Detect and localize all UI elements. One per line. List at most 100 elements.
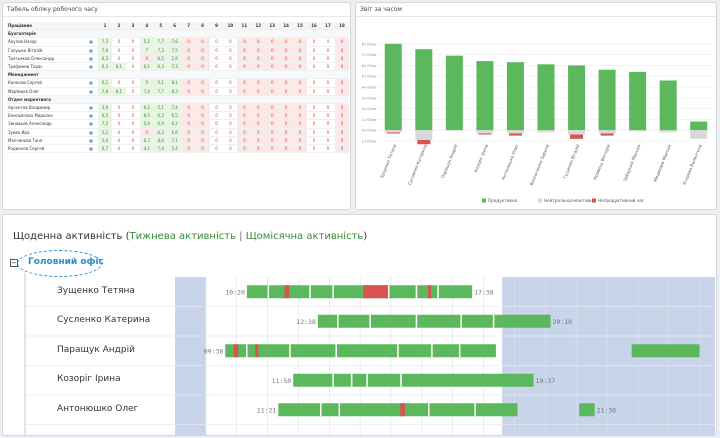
employee-name[interactable]: Антонюшко Олег <box>57 403 139 414</box>
employee-row[interactable]: Зиновьев Александр ▦ 7,2 0 0 5,6 6,9 6,2 0 0 0 0 0 0 0… <box>6 119 349 129</box>
unproductive-bar[interactable] <box>570 134 584 139</box>
neutral-bar[interactable] <box>568 130 586 135</box>
unproductive-bar[interactable] <box>600 133 614 136</box>
productive-bar[interactable] <box>506 62 524 131</box>
unproductive-bar[interactable] <box>386 132 400 134</box>
productive-bar[interactable] <box>629 71 647 131</box>
unproductive-bar[interactable] <box>417 139 431 145</box>
hours-cell: 0 <box>265 46 280 55</box>
day-column-header: 17 <box>321 22 335 31</box>
calendar-icon[interactable]: ▦ <box>84 103 98 113</box>
neutral-bar[interactable] <box>690 130 708 139</box>
employee-row[interactable]: Кононов Сергей ▦ 6,1 0 0 5 5,1 8,1 0 0 0 0 0 0 0 0 0 0 0 0 <box>6 78 349 88</box>
hours-cell: 0 <box>321 46 335 55</box>
productive-bar[interactable] <box>659 80 677 131</box>
employee-row[interactable]: Трофимов Тарас ▦ 6,3 8,1 0 6,1 6,3 7,3 0 0 0 0 0 0 0 0 0… <box>6 62 349 72</box>
productive-bar[interactable] <box>476 61 494 131</box>
neutral-bar[interactable] <box>476 130 494 134</box>
hours-cell: 7,3 <box>98 37 112 47</box>
hours-cell: 0 <box>237 87 252 96</box>
employee-row[interactable]: Акулов Назар ▦ 7,3 0 0 5,1 7,7 7,6 0 0 0 0 0 0 0 0 0 0 0 0 <box>6 37 349 47</box>
hours-cell: 0 <box>251 128 266 137</box>
activity-bar[interactable] <box>631 344 700 358</box>
unproductive-segment[interactable] <box>428 285 432 299</box>
hours-cell: 0 <box>293 62 308 72</box>
legend-label: Продуктивна <box>488 198 518 203</box>
unproductive-segment[interactable] <box>255 344 259 358</box>
time-report-chart: 8ч 00хв 7ч 00хв 6ч 00хв 5ч 00хв 4ч 00хв 3ч 00… <box>362 42 714 203</box>
activity-gap <box>474 403 476 417</box>
employee-row[interactable]: Третьяков Олександр ▦ 6,3 0 0 0 6,5 2,9 0 0 0 0 0 0 0 0… <box>6 54 349 64</box>
employee-name: Зиновьев Александр <box>6 119 84 129</box>
hours-cell: 0 <box>237 103 252 113</box>
activity-bar[interactable] <box>579 403 595 417</box>
employee-name[interactable]: Козоріг Ірина <box>57 374 121 385</box>
unproductive-segment[interactable] <box>400 403 405 417</box>
calendar-icon[interactable]: ▦ <box>84 119 98 129</box>
unproductive-bar[interactable] <box>508 133 522 136</box>
productive-bar[interactable] <box>415 49 433 131</box>
employee-row[interactable]: Зуева Ира ▦ 5,1 0 0 0 6,3 6,6 0 0 0 0 0 0 0 0 0 0 0 0 <box>6 128 349 137</box>
employee-name[interactable]: Сусленко Катерина <box>57 315 151 326</box>
employee-name[interactable]: Паращук Андрій <box>57 344 135 355</box>
calendar-icon[interactable]: ▦ <box>84 128 98 137</box>
hours-cell: 0 <box>279 78 294 88</box>
unproductive-segment[interactable] <box>284 285 290 299</box>
calendar-icon[interactable]: ▦ <box>84 136 98 146</box>
employee-row[interactable]: Галушко Віталій ▦ 7,6 0 0 7 7,3 7,5 0 0 0 0 0 0 0 0 0 0 0 0 <box>6 46 349 55</box>
neutral-bar[interactable] <box>598 130 616 134</box>
productive-bar[interactable] <box>537 64 555 131</box>
activity-bar[interactable] <box>225 344 496 358</box>
unproductive-segment[interactable] <box>233 344 239 358</box>
employee-row[interactable]: Родионов Сергей ▦ 6,7 0 0 4,1 7,4 5,4 0 0 0 0 0 0 0 0 0 0… <box>6 144 349 154</box>
neutral-bar[interactable] <box>659 130 677 133</box>
department-name: Менеджмент <box>6 70 349 80</box>
activity-bar[interactable] <box>293 373 534 387</box>
productive-bar[interactable] <box>445 55 463 131</box>
calendar-icon[interactable]: ▦ <box>84 37 98 47</box>
hours-cell: 0 <box>293 144 308 154</box>
x-tick-label: Сусленко Катерина <box>407 143 428 185</box>
employee-row[interactable]: Арсентов Владимир ▦ 3,9 0 0 6,2 5,1 7,4 0 0 0 0 0 0 0 0… <box>6 103 349 113</box>
activity-gap <box>245 344 248 358</box>
employee-row[interactable]: Емельянова Марьяна ▦ 6,5 0 0 8,5 6,3 6,5 0 0 0 0 0 0 0… <box>6 111 349 121</box>
hours-cell: 0 <box>334 119 349 129</box>
calendar-icon[interactable]: ▦ <box>84 87 98 96</box>
hours-cell: 0 <box>237 111 252 121</box>
hours-cell: 0 <box>293 136 308 146</box>
neutral-bar[interactable] <box>506 130 524 134</box>
employee-row[interactable]: Молчанова Таня ▦ 5,4 0 0 6,7 8,6 7,1 0 0 0 0 0 0 0 0 0 0 0… <box>6 136 349 146</box>
productive-bar[interactable] <box>568 65 586 131</box>
hours-cell: 0 <box>307 111 321 121</box>
monthly-activity-link[interactable]: Щомісячна активність <box>245 231 364 242</box>
productive-bar[interactable] <box>690 121 708 131</box>
weekly-activity-link[interactable]: Тижнева активність <box>129 231 236 242</box>
employee-name[interactable]: Зущенко Тетяна <box>57 285 135 296</box>
neutral-bar[interactable] <box>415 130 433 140</box>
neutral-bar[interactable] <box>629 130 647 132</box>
activity-bar[interactable] <box>317 314 551 328</box>
neutral-bar[interactable] <box>384 130 402 133</box>
unproductive-segment[interactable] <box>363 285 388 299</box>
start-time-label: 09:38 <box>204 347 224 355</box>
hours-cell: 0 <box>111 119 126 129</box>
calendar-icon[interactable]: ▦ <box>84 46 98 55</box>
day-column-header: 13 <box>265 22 280 31</box>
calendar-icon[interactable]: ▦ <box>84 54 98 64</box>
calendar-icon[interactable]: ▦ <box>84 62 98 72</box>
activity-bar[interactable] <box>278 403 518 417</box>
employee-name: Третьяков Олександр <box>6 54 84 64</box>
hours-cell: 0 <box>181 78 196 88</box>
productive-bar[interactable] <box>598 69 616 131</box>
calendar-icon[interactable]: ▦ <box>84 111 98 121</box>
hours-cell: 0 <box>195 46 210 55</box>
productive-bar[interactable] <box>384 43 402 131</box>
office-group-label[interactable]: Головний офіс <box>28 257 104 267</box>
unproductive-bar[interactable] <box>478 133 492 135</box>
calendar-icon[interactable]: ▦ <box>84 78 98 88</box>
calendar-icon[interactable]: ▦ <box>84 144 98 154</box>
hours-cell: 5,6 <box>139 119 154 129</box>
hours-cell: 6,5 <box>98 111 112 121</box>
neutral-bar[interactable] <box>537 130 555 133</box>
employee-row[interactable]: Марtиков Олег ▦ 7,8 8,1 0 7,4 7,7 8,3 0 0 0 0 0 0 0 0 0 0… <box>6 87 349 96</box>
